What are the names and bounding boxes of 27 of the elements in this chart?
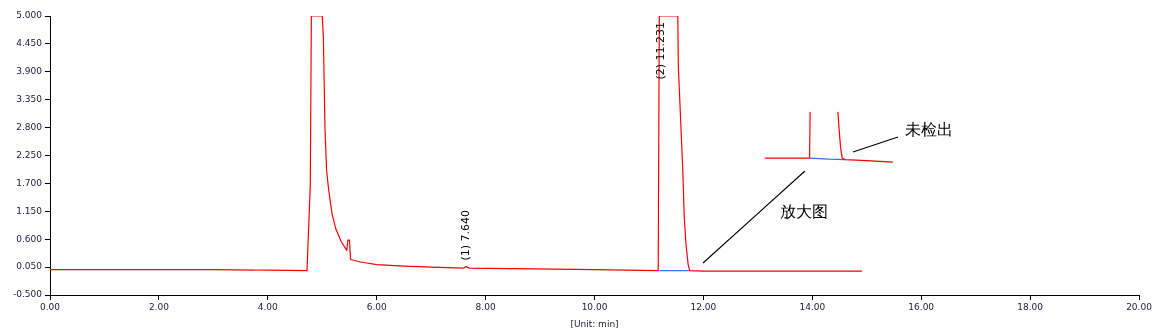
annotation: (2) 11.231	[654, 22, 668, 80]
x-tick-label: 18.00	[1017, 301, 1044, 312]
x-tick-label: 16.00	[908, 301, 935, 312]
annotation: 放大图	[780, 202, 828, 222]
x-tick-label: 6.00	[366, 301, 387, 312]
x-tick-label: 10.00	[581, 301, 608, 312]
y-tick-label: 5.000	[16, 10, 43, 21]
y-tick-label: 0.050	[16, 261, 43, 272]
x-tick-label: 20.00	[1126, 301, 1153, 312]
y-tick-label: 2.250	[16, 149, 43, 160]
x-axis-title: [Unit: min]	[570, 318, 619, 329]
y-tick-label: 1.700	[16, 177, 43, 188]
y-tick-label: 3.350	[16, 94, 43, 105]
y-tick-label: -0.500	[12, 289, 43, 300]
y-tick-label: 4.450	[16, 38, 43, 49]
y-tick-label: 0.600	[16, 233, 43, 244]
x-tick-label: 2.00	[148, 301, 170, 312]
annotation: 未检出	[905, 120, 953, 140]
y-tick-label: 2.800	[16, 121, 43, 132]
x-tick-label: 4.00	[257, 301, 279, 312]
annotation: (1) 7.640	[458, 210, 472, 261]
y-tick-label: 3.900	[16, 66, 43, 77]
y-tick-label: 1.150	[16, 205, 43, 216]
x-tick-label: 14.00	[799, 301, 826, 312]
x-tick-label: 12.00	[690, 301, 717, 312]
x-tick-label: 0.00	[39, 301, 61, 312]
x-tick-label: 8.00	[475, 301, 496, 312]
